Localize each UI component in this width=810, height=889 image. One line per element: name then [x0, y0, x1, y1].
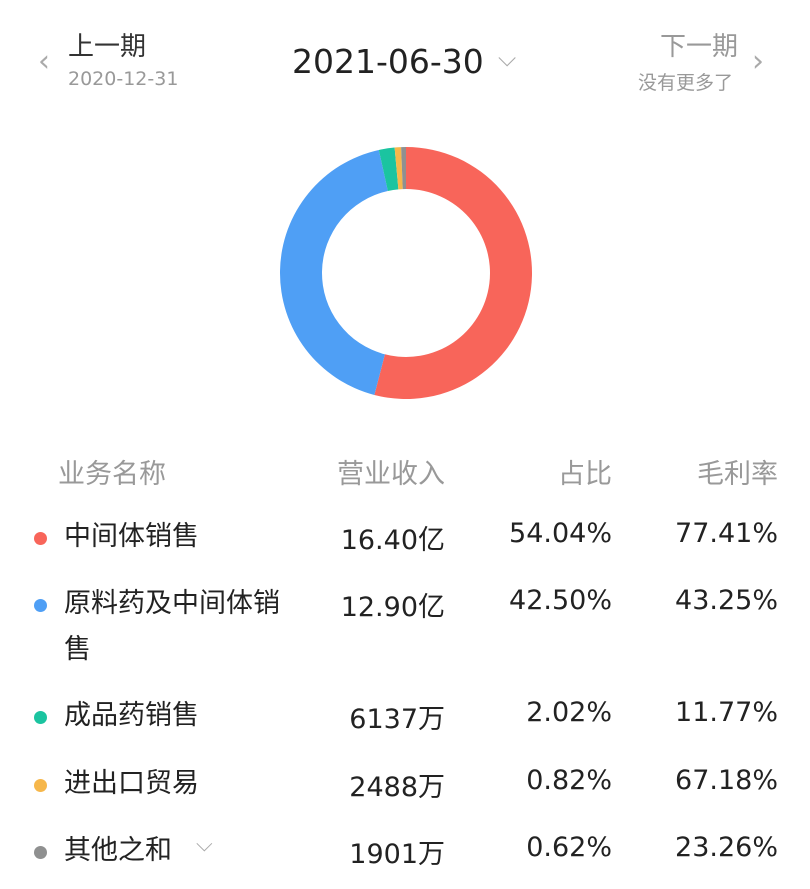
business-name: 进出口贸易: [64, 768, 199, 799]
revenue-value: 16.40亿: [340, 525, 445, 556]
legend-dot: [34, 532, 47, 545]
chevron-down-icon: ⌵: [498, 44, 517, 72]
chevron-right-icon: ›: [752, 44, 764, 79]
business-name: 成品药销售: [64, 700, 199, 731]
business-name: 其他之和: [64, 835, 172, 866]
margin-value: 23.26%: [675, 832, 778, 863]
revenue-value: 6137万: [349, 704, 445, 735]
share-value: 2.02%: [526, 697, 612, 728]
prev-period-label: 上一期: [68, 32, 147, 62]
business-name: 中间体销售: [64, 521, 199, 552]
donut-slice[interactable]: [374, 147, 532, 399]
legend-dot: [34, 711, 47, 724]
donut-slice[interactable]: [378, 147, 399, 191]
chevron-left-icon: ‹: [38, 44, 50, 79]
revenue-value: 12.90亿: [340, 592, 445, 623]
donut-slice[interactable]: [279, 149, 388, 395]
business-name: 原料药及中间体销售: [64, 588, 280, 665]
share-value: 0.62%: [526, 832, 612, 863]
chevron-down-icon[interactable]: ⌵: [196, 832, 213, 857]
prev-period-date: 2020-12-31: [68, 68, 179, 90]
donut-slice[interactable]: [394, 147, 403, 190]
next-period-label: 下一期: [660, 32, 739, 62]
header-share: 占比: [558, 459, 612, 490]
donut-chart: [279, 147, 532, 399]
share-value: 54.04%: [509, 518, 612, 549]
revenue-value: 1901万: [349, 839, 445, 870]
revenue-value: 2488万: [349, 772, 445, 803]
margin-value: 77.41%: [675, 518, 778, 549]
header-name: 业务名称: [58, 459, 166, 490]
legend-dot: [34, 846, 47, 859]
margin-value: 67.18%: [675, 765, 778, 796]
margin-value: 43.25%: [675, 585, 778, 616]
share-value: 0.82%: [526, 765, 612, 796]
header-revenue: 营业收入: [337, 459, 445, 490]
next-period-note: 没有更多了: [638, 72, 734, 94]
legend-dot: [34, 779, 47, 792]
legend-dot: [34, 599, 47, 612]
donut-slice[interactable]: [401, 147, 406, 190]
margin-value: 11.77%: [675, 697, 778, 728]
current-date: 2021-06-30: [292, 42, 484, 81]
share-value: 42.50%: [509, 585, 612, 616]
header-margin: 毛利率: [697, 459, 778, 490]
